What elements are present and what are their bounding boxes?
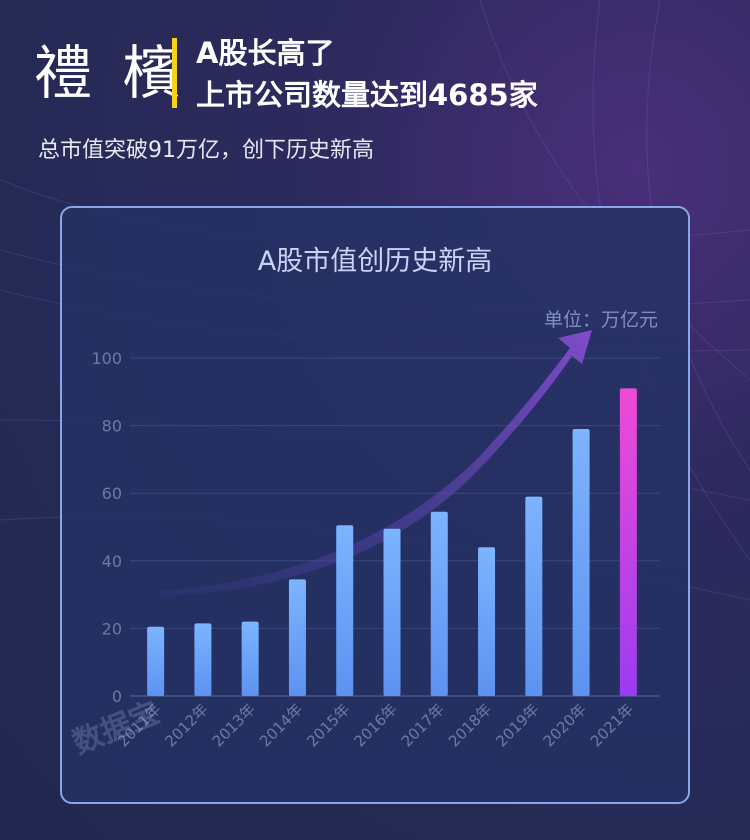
x-tick-label: 2021年 (587, 700, 637, 750)
x-tick-label: 2018年 (445, 700, 495, 750)
x-tick-label: 2012年 (161, 700, 211, 750)
bar-2014年 (288, 579, 306, 696)
y-tick-label: 60 (102, 484, 122, 503)
y-tick-label: 100 (91, 349, 122, 368)
chart-title: A股市值创历史新高 (258, 246, 492, 277)
bar-2020年 (572, 428, 590, 696)
bar-2017年 (430, 511, 448, 696)
unit-label: 单位：万亿元 (544, 309, 658, 331)
bar-2019年 (525, 496, 543, 696)
x-tick-label: 2019年 (492, 700, 542, 750)
x-tick-label: 2013年 (209, 700, 259, 750)
bar-2013年 (241, 621, 259, 696)
bar-2012年 (194, 623, 212, 696)
x-tick-label: 2015年 (303, 700, 353, 750)
title-divider (172, 38, 177, 108)
y-tick-label: 80 (102, 417, 122, 436)
bar-2015年 (336, 525, 354, 696)
bar-2016年 (383, 528, 401, 696)
x-tick-label: 2014年 (256, 700, 306, 750)
y-tick-label: 20 (102, 619, 122, 638)
x-tick-label: 2016年 (350, 700, 400, 750)
subtitle: 总市值突破91万亿，创下历史新高 (38, 138, 374, 163)
bar-2011年 (147, 626, 165, 696)
bar-2021年 (619, 388, 637, 696)
growth-arrow (160, 330, 592, 596)
headline-line-1: A股长高了 (196, 36, 335, 70)
bar-2018年 (478, 547, 496, 696)
brand-logo: 禮 檳 (34, 39, 187, 107)
headline: A股长高了 上市公司数量达到4685家 (196, 32, 538, 116)
x-tick-label: 2017年 (398, 700, 448, 750)
y-tick-label: 0 (112, 687, 122, 706)
headline-line-2: 上市公司数量达到4685家 (196, 78, 538, 112)
x-tick-label: 2020年 (540, 700, 590, 750)
y-tick-label: 40 (102, 552, 122, 571)
